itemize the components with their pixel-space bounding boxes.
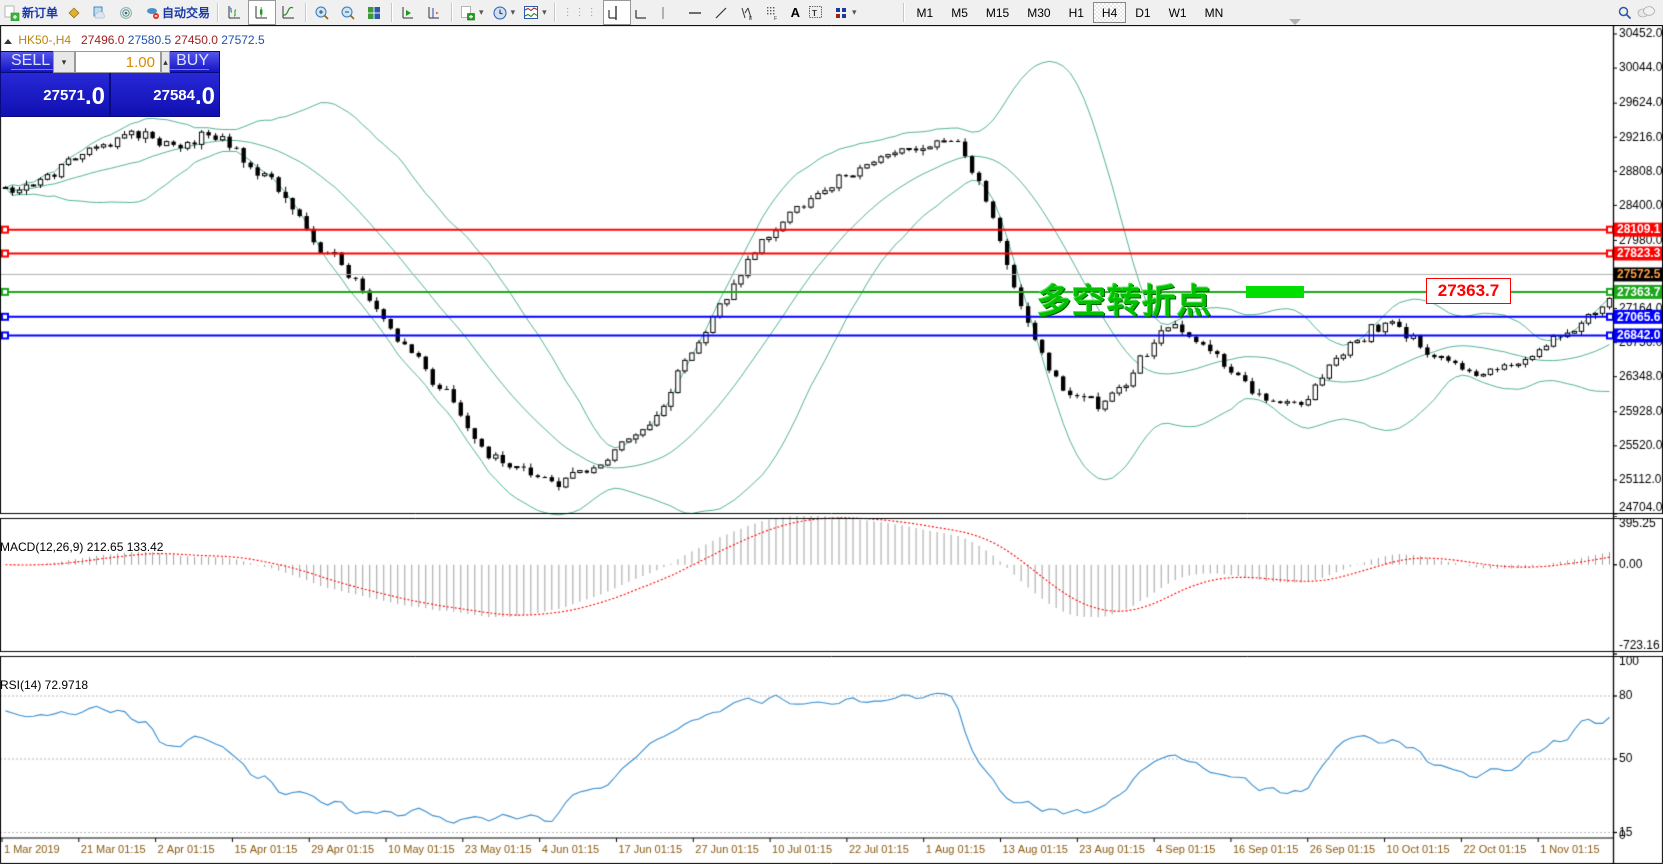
svg-text:F: F — [774, 16, 777, 21]
svg-text:E: E — [749, 16, 753, 21]
svg-text:T: T — [812, 9, 817, 18]
